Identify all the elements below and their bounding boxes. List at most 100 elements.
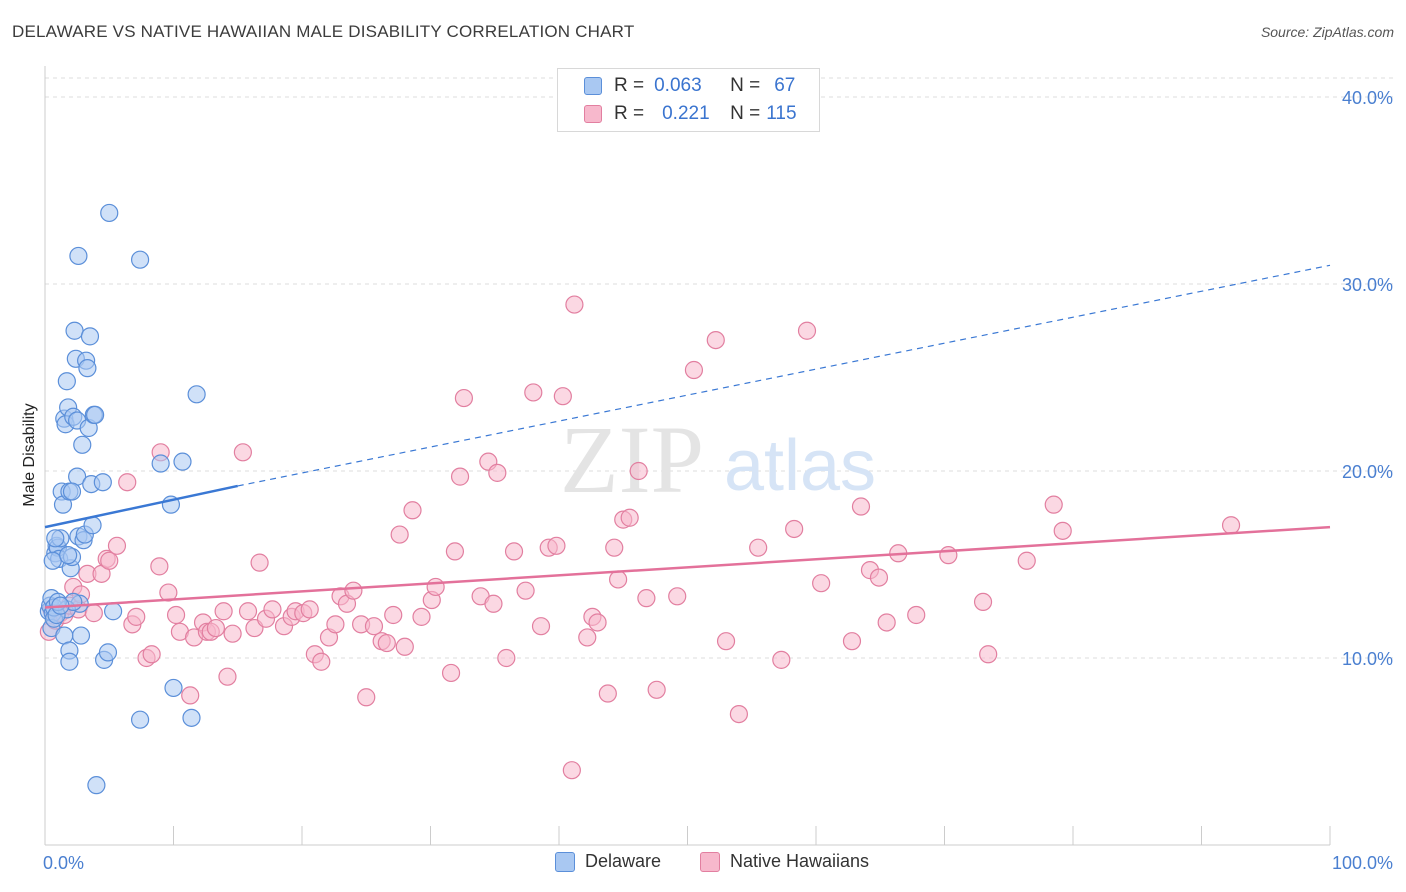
y-tick-label: 40.0% — [1342, 88, 1393, 108]
axes — [44, 66, 1331, 846]
chart-title: DELAWARE VS NATIVE HAWAIIAN MALE DISABIL… — [12, 22, 635, 41]
delaware-point — [87, 776, 106, 795]
native-hawaiian-point — [605, 538, 624, 557]
native-hawaiian-point — [1017, 551, 1036, 570]
native-hawaiian-point — [390, 525, 409, 544]
native-hawaiian-point — [979, 645, 998, 664]
native-hawaiian-point — [547, 536, 566, 555]
native-hawaiian-point — [524, 383, 543, 402]
native-hawaiian-point — [450, 467, 470, 486]
native-hawaiian-point — [426, 577, 445, 597]
source-label: Source: ZipAtlas.com — [1260, 24, 1394, 40]
delaware-point — [62, 482, 82, 501]
native-hawaiian-point — [729, 704, 749, 724]
native-hawaiian-point — [364, 617, 384, 636]
legend-label-native-hawaiians: Native Hawaiians — [730, 851, 870, 871]
native-hawaiian-point — [263, 600, 282, 619]
native-hawaiian-point — [637, 589, 656, 608]
native-hawaiian-point — [716, 632, 736, 651]
delaware-point — [151, 454, 170, 473]
native-hawaiian-point — [647, 680, 666, 699]
native-hawaiian-point — [620, 508, 639, 527]
native-hawaiian-point — [869, 568, 889, 587]
native-hawaiian-point — [326, 615, 345, 634]
delaware-point — [86, 405, 105, 424]
native-hawaiian-point — [797, 321, 817, 340]
native-hawaiian-point — [488, 463, 507, 482]
native-hawaiian-point — [598, 684, 617, 703]
n-value: 67 — [774, 75, 796, 96]
native-hawaiian-point — [344, 581, 363, 600]
native-hawaiian-point — [1044, 495, 1063, 514]
native-hawaiian-point — [150, 557, 169, 576]
x-tick-label-max: 100.0% — [1332, 853, 1393, 873]
native-hawaiian-point — [1053, 521, 1072, 540]
watermark-atlas: atlas — [724, 426, 876, 506]
native-hawaiian-point — [531, 617, 551, 636]
native-hawaiian-point — [484, 594, 503, 613]
native-hawaiian-point — [159, 583, 178, 602]
native-hawaiian-point — [223, 624, 242, 643]
delaware-point — [59, 546, 78, 565]
stats-legend: R = 0.063 N = 67 R = 0.221 N = 115 — [557, 68, 820, 132]
native-hawaiian-point — [127, 607, 146, 626]
native-hawaiian-point — [233, 443, 252, 462]
delaware-trend-line — [44, 484, 239, 529]
native-hawaiian-point — [609, 570, 628, 589]
native-hawaiian-point — [706, 331, 725, 350]
gridlines — [45, 77, 1393, 659]
native-hawaiian-point — [142, 645, 161, 664]
delaware-point — [46, 529, 65, 548]
native-hawaiian-point — [516, 581, 535, 600]
native-hawaiian-point — [384, 605, 403, 625]
native-hawaiian-point — [166, 605, 186, 625]
native-hawaiian-point — [441, 663, 461, 683]
delaware-point — [80, 327, 100, 346]
native-hawaiian-point — [412, 607, 431, 626]
native-hawaiian-point — [454, 388, 474, 408]
native-hawaiian-point — [588, 613, 607, 632]
series-legend: Delaware Native Hawaiians — [0, 851, 1406, 877]
native-hawaiian-point — [578, 628, 597, 647]
native-hawaiian-point — [939, 546, 958, 565]
native-hawaiian-point — [250, 553, 269, 572]
native-hawaiian-point — [785, 519, 804, 539]
native-hawaiian-point — [668, 587, 687, 606]
native-hawaiian-point — [973, 592, 993, 612]
delaware-swatch — [584, 77, 602, 95]
native-hawaiian-point — [772, 650, 791, 669]
native-hawaiian-point — [238, 602, 258, 621]
series-native-hawaiians — [39, 295, 1241, 780]
delaware-point — [65, 321, 84, 340]
r-value: 0.063 — [654, 75, 702, 96]
native-hawaiians-legend-swatch — [700, 851, 720, 872]
native-hawaiian-point — [377, 633, 396, 653]
native-hawaiians-swatch — [584, 105, 602, 123]
n-label: N = — [730, 75, 761, 96]
y-tick-label: 30.0% — [1342, 275, 1393, 295]
native-hawaiian-point — [907, 605, 926, 625]
native-hawaiian-point — [214, 602, 233, 621]
r-value: 0.221 — [662, 103, 710, 124]
r-label: R = — [614, 103, 645, 124]
legend-label-delaware: Delaware — [585, 851, 662, 871]
native-hawaiian-point — [684, 360, 704, 380]
native-hawaiian-point — [403, 501, 422, 520]
delaware-trend-extension — [237, 264, 1331, 487]
delaware-point — [78, 359, 97, 378]
y-axis-label: Male Disability — [21, 403, 38, 506]
delaware-point — [187, 385, 206, 404]
delaware-legend-swatch — [555, 851, 575, 872]
delaware-point — [104, 602, 123, 621]
n-value: 115 — [766, 103, 797, 124]
native-hawaiian-point — [562, 761, 581, 780]
stats-row-delaware: R = 0.063 N = 67 — [584, 74, 795, 98]
native-hawaiian-point — [504, 542, 524, 561]
delaware-point — [57, 372, 76, 391]
native-hawaiian-point — [1221, 516, 1241, 535]
native-hawaiian-point — [181, 686, 200, 705]
native-hawaiian-point — [206, 618, 226, 638]
delaware-point — [173, 452, 192, 471]
trend-lines — [44, 264, 1331, 609]
